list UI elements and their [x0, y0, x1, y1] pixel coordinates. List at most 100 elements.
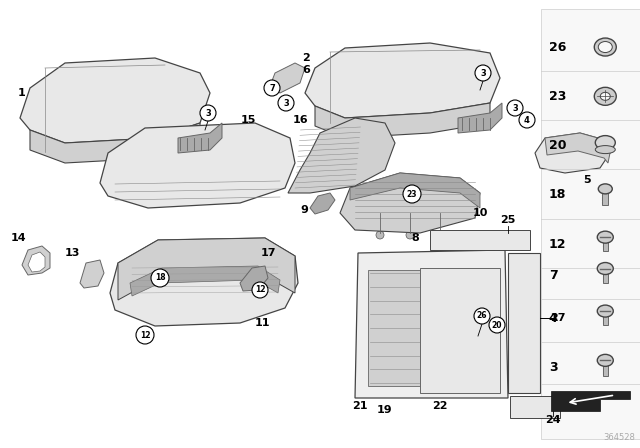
- Polygon shape: [288, 118, 395, 193]
- Text: 22: 22: [432, 401, 448, 411]
- Polygon shape: [430, 230, 530, 250]
- Text: 7: 7: [269, 83, 275, 92]
- Polygon shape: [310, 193, 335, 214]
- Polygon shape: [355, 250, 508, 398]
- Polygon shape: [100, 123, 295, 208]
- Polygon shape: [340, 173, 480, 233]
- Polygon shape: [20, 58, 210, 143]
- Text: 6: 6: [302, 65, 310, 75]
- Ellipse shape: [600, 92, 611, 100]
- Circle shape: [519, 112, 535, 128]
- Polygon shape: [80, 260, 104, 288]
- Text: 25: 25: [500, 215, 516, 225]
- Text: 16: 16: [292, 115, 308, 125]
- Circle shape: [252, 282, 268, 298]
- Text: 1: 1: [18, 88, 26, 98]
- Circle shape: [403, 185, 421, 203]
- Text: 3: 3: [512, 103, 518, 112]
- Circle shape: [376, 231, 384, 239]
- Text: 27: 27: [550, 313, 566, 323]
- Circle shape: [475, 65, 491, 81]
- Text: 3: 3: [548, 361, 557, 374]
- Text: 11: 11: [254, 318, 269, 328]
- Text: 12: 12: [548, 237, 566, 251]
- Circle shape: [278, 95, 294, 111]
- Bar: [603, 311, 608, 325]
- Text: 12: 12: [255, 285, 265, 294]
- Circle shape: [200, 105, 216, 121]
- Polygon shape: [535, 133, 610, 173]
- Polygon shape: [368, 270, 490, 386]
- Polygon shape: [458, 103, 502, 133]
- Polygon shape: [28, 252, 45, 272]
- Text: 21: 21: [352, 401, 368, 411]
- Circle shape: [436, 231, 444, 239]
- Circle shape: [136, 326, 154, 344]
- Text: 3: 3: [480, 69, 486, 78]
- Text: 26: 26: [548, 40, 566, 54]
- Bar: [603, 360, 608, 376]
- Bar: [603, 268, 608, 283]
- Circle shape: [489, 317, 505, 333]
- Text: 2: 2: [302, 53, 310, 63]
- Polygon shape: [305, 43, 500, 118]
- Text: 18: 18: [548, 188, 566, 202]
- Polygon shape: [315, 103, 490, 138]
- Text: 15: 15: [240, 115, 256, 125]
- Polygon shape: [22, 246, 50, 275]
- Text: 3: 3: [205, 108, 211, 117]
- Text: 17: 17: [260, 248, 276, 258]
- Ellipse shape: [597, 354, 613, 366]
- Polygon shape: [130, 266, 280, 296]
- Text: 3: 3: [283, 99, 289, 108]
- Ellipse shape: [597, 263, 613, 275]
- Text: 23: 23: [407, 190, 417, 198]
- Text: 20: 20: [548, 139, 566, 152]
- Polygon shape: [110, 238, 298, 326]
- Polygon shape: [270, 63, 305, 93]
- Circle shape: [264, 80, 280, 96]
- Text: 20: 20: [492, 320, 502, 329]
- Text: 18: 18: [155, 273, 165, 283]
- Text: 19: 19: [377, 405, 393, 415]
- Polygon shape: [550, 391, 630, 411]
- Ellipse shape: [597, 231, 613, 243]
- Ellipse shape: [598, 42, 612, 52]
- Text: 14: 14: [10, 233, 26, 243]
- Ellipse shape: [598, 184, 612, 194]
- Text: 7: 7: [548, 269, 557, 282]
- Bar: [602, 189, 608, 205]
- Text: 24: 24: [545, 415, 561, 425]
- Circle shape: [151, 269, 169, 287]
- Polygon shape: [420, 268, 500, 393]
- Text: 23: 23: [548, 90, 566, 103]
- Text: 13: 13: [64, 248, 80, 258]
- Text: 4: 4: [524, 116, 530, 125]
- Polygon shape: [178, 123, 222, 153]
- Ellipse shape: [595, 38, 616, 56]
- Text: 8: 8: [411, 233, 419, 243]
- Text: 12: 12: [140, 331, 150, 340]
- Polygon shape: [30, 123, 200, 163]
- Polygon shape: [510, 396, 560, 418]
- Circle shape: [406, 231, 414, 239]
- Ellipse shape: [595, 146, 615, 154]
- Text: 10: 10: [472, 208, 488, 218]
- Ellipse shape: [595, 136, 615, 150]
- Polygon shape: [508, 253, 540, 393]
- Bar: [541, 9, 640, 439]
- Ellipse shape: [597, 305, 613, 317]
- Text: 9: 9: [300, 205, 308, 215]
- Polygon shape: [545, 133, 610, 163]
- Circle shape: [507, 100, 523, 116]
- Circle shape: [474, 308, 490, 324]
- Polygon shape: [118, 238, 295, 300]
- Text: 5: 5: [583, 175, 591, 185]
- Text: 26: 26: [477, 311, 487, 320]
- Ellipse shape: [595, 87, 616, 105]
- Text: 364528: 364528: [603, 433, 635, 442]
- Text: 4: 4: [548, 311, 557, 325]
- Bar: [603, 237, 608, 251]
- Polygon shape: [240, 266, 268, 291]
- Polygon shape: [350, 173, 480, 208]
